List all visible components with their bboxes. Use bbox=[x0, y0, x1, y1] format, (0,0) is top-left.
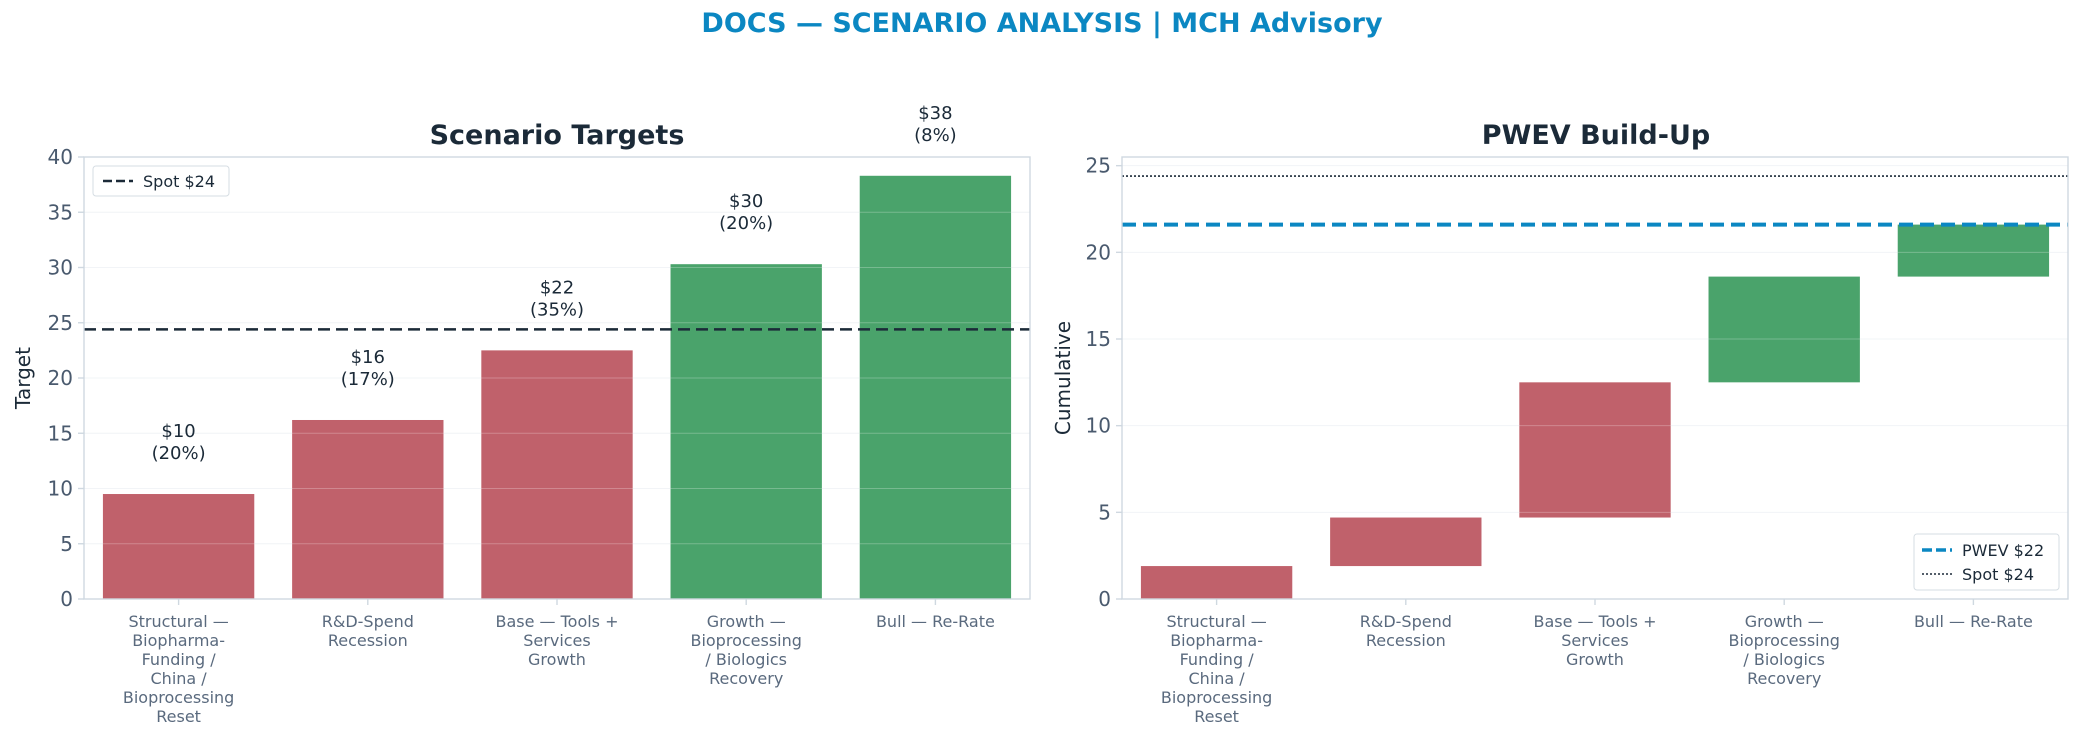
targets-bar-4 bbox=[670, 264, 822, 599]
targets-ytick-label: 35 bbox=[48, 200, 73, 224]
pwev-legend-box bbox=[1913, 533, 2060, 591]
pwev-ytick-label: 0 bbox=[1098, 587, 1111, 611]
targets-ytick-label: 40 bbox=[48, 145, 73, 169]
pwev-bar-2 bbox=[1330, 517, 1482, 567]
pwev-y-axis-label: Cumulative bbox=[1051, 321, 1075, 435]
pwev-ytick-label: 25 bbox=[1086, 154, 1111, 178]
targets-ytick-label: 20 bbox=[48, 366, 73, 390]
targets-category-label-4: Growth — Bioprocessing / Biologics Recovery bbox=[690, 612, 801, 688]
targets-bar-5 bbox=[859, 175, 1012, 599]
targets-legend-label: Spot $24 bbox=[143, 172, 215, 191]
targets-value-label-4: $30 (20%) bbox=[719, 191, 773, 234]
targets-value-label-3: $22 (35%) bbox=[530, 277, 584, 320]
targets-chart-title: Scenario Targets bbox=[430, 120, 685, 151]
targets-category-label-2: R&D-Spend Recession bbox=[322, 612, 414, 650]
pwev-ytick-label: 20 bbox=[1086, 240, 1111, 264]
targets-legend-box bbox=[92, 165, 230, 197]
targets-value-label-2: $16 (17%) bbox=[341, 347, 395, 390]
targets-bar-3 bbox=[481, 350, 633, 599]
targets-ytick-label: 10 bbox=[48, 477, 73, 501]
pwev-category-label-3: Base — Tools + Services Growth bbox=[1533, 612, 1656, 669]
pwev-ytick-label: 5 bbox=[1098, 500, 1111, 524]
targets-ytick-label: 5 bbox=[60, 532, 73, 556]
pwev-bar-4 bbox=[1708, 276, 1860, 383]
pwev-bar-3 bbox=[1519, 382, 1671, 518]
pwev-category-label-1: Structural — Biopharma-Funding / China / Bi… bbox=[1161, 612, 1272, 726]
pwev-category-label-5: Bull — Re-Rate bbox=[1914, 612, 2033, 631]
targets-value-label-1: $10 (20%) bbox=[152, 421, 206, 464]
targets-y-axis-label: Target bbox=[11, 347, 35, 410]
pwev-category-label-4: Growth — Bioprocessing / Biologics Recovery bbox=[1728, 612, 1839, 688]
pwev-chart-title: PWEV Build-Up bbox=[1482, 120, 1710, 151]
targets-category-label-1: Structural — Biopharma-Funding / China / Bi… bbox=[123, 612, 234, 726]
pwev-bar-5 bbox=[1897, 224, 2050, 277]
targets-value-label-5: $38 (8%) bbox=[914, 103, 957, 146]
pwev-ytick-label: 10 bbox=[1086, 414, 1111, 438]
targets-ytick-label: 25 bbox=[48, 311, 73, 335]
pwev-legend-label-1: PWEV $22 bbox=[1962, 541, 2044, 560]
figure-title: DOCS — SCENARIO ANALYSIS | MCH Advisory bbox=[701, 8, 1383, 39]
pwev-category-label-2: R&D-Spend Recession bbox=[1360, 612, 1452, 650]
pwev-bar-1 bbox=[1140, 566, 1293, 599]
targets-ytick-label: 0 bbox=[60, 587, 73, 611]
targets-bar-2 bbox=[292, 419, 444, 599]
targets-bar-1 bbox=[102, 494, 255, 599]
targets-category-label-5: Bull — Re-Rate bbox=[876, 612, 995, 631]
targets-ytick-label: 30 bbox=[48, 256, 73, 280]
pwev-legend-label-2: Spot $24 bbox=[1962, 565, 2034, 584]
pwev-ytick-label: 15 bbox=[1086, 327, 1111, 351]
targets-category-label-3: Base — Tools + Services Growth bbox=[495, 612, 618, 669]
targets-ytick-label: 15 bbox=[48, 421, 73, 445]
